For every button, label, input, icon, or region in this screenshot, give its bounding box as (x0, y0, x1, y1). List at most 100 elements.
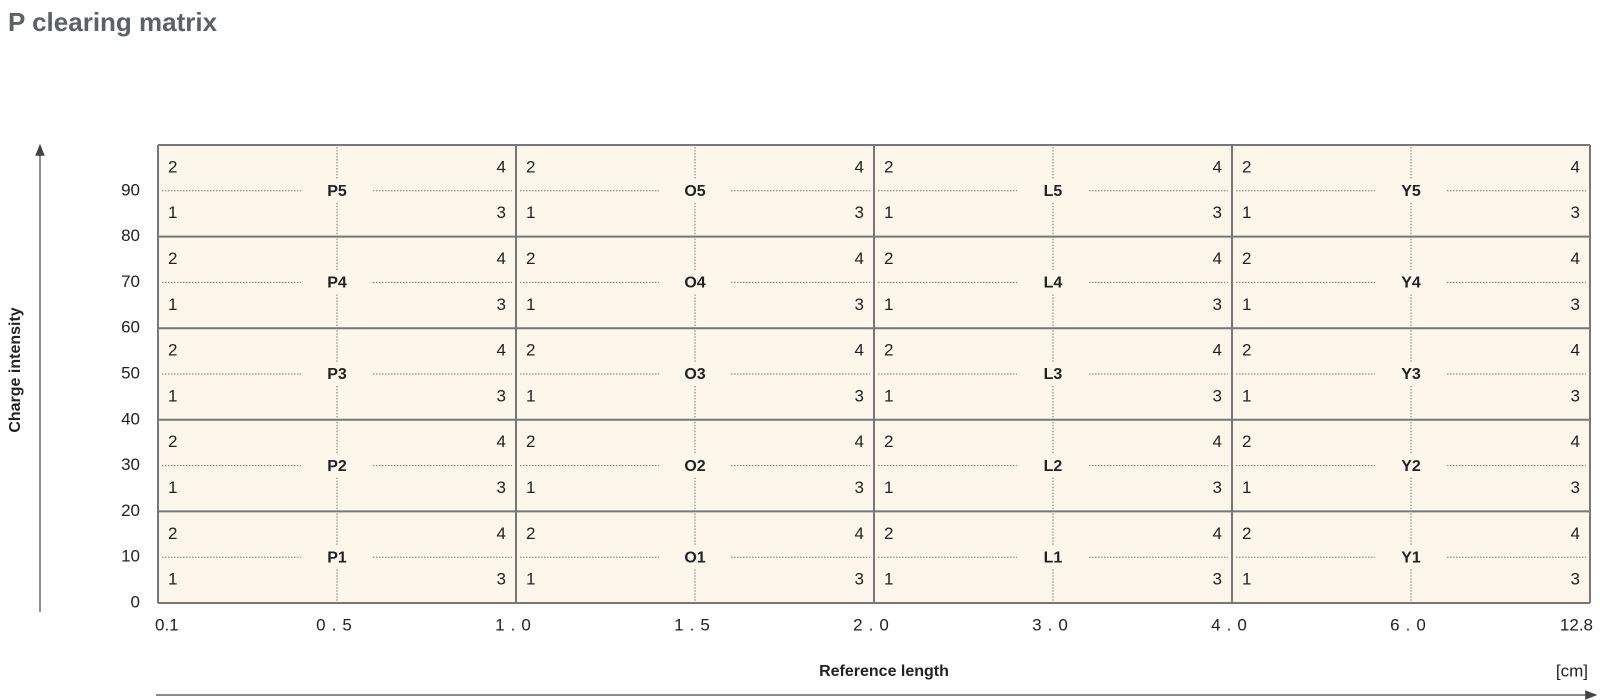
quadrant-number: 4 (1571, 432, 1580, 451)
cell-label: O5 (684, 183, 705, 200)
quadrant-number: 4 (497, 157, 506, 176)
quadrant-number: 3 (855, 203, 864, 222)
x-tick-label: 2.0 (853, 615, 895, 634)
quadrant-number: 3 (1213, 570, 1222, 589)
title: P clearing matrix (8, 7, 218, 37)
quadrant-number: 2 (1242, 341, 1251, 360)
quadrant-number: 3 (497, 386, 506, 405)
cell-label: L2 (1044, 458, 1063, 475)
quadrant-number: 2 (884, 432, 893, 451)
y-tick-label: 20 (121, 501, 140, 520)
quadrant-number: 4 (1213, 341, 1222, 360)
quadrant-number: 2 (526, 432, 535, 451)
cell-label: O4 (684, 275, 705, 292)
cell-label: P4 (327, 275, 347, 292)
quadrant-number: 2 (526, 157, 535, 176)
quadrant-number: 2 (168, 432, 177, 451)
quadrant-number: 2 (884, 249, 893, 268)
quadrant-number: 2 (884, 341, 893, 360)
quadrant-number: 3 (1571, 386, 1580, 405)
quadrant-number: 3 (1213, 203, 1222, 222)
y-tick-label: 50 (121, 363, 140, 382)
quadrant-number: 4 (1213, 249, 1222, 268)
quadrant-number: 2 (526, 341, 535, 360)
quadrant-number: 3 (855, 570, 864, 589)
quadrant-number: 3 (497, 478, 506, 497)
x-tick-label: 12.8 (1560, 615, 1593, 634)
quadrant-number: 4 (1571, 249, 1580, 268)
quadrant-number: 4 (497, 341, 506, 360)
x-tick-label: 4.0 (1211, 615, 1253, 634)
quadrant-number: 3 (1213, 478, 1222, 497)
quadrant-number: 3 (855, 386, 864, 405)
quadrant-number: 4 (1213, 524, 1222, 543)
quadrant-number: 2 (1242, 432, 1251, 451)
cell-label: L3 (1044, 366, 1063, 383)
y-tick-label: 60 (121, 318, 140, 337)
y-tick-label: 80 (121, 226, 140, 245)
quadrant-number: 4 (855, 249, 864, 268)
quadrant-number: 4 (855, 432, 864, 451)
quadrant-number: 2 (168, 524, 177, 543)
cell-label: L5 (1044, 183, 1063, 200)
quadrant-number: 2 (526, 249, 535, 268)
cell-label: Y4 (1401, 275, 1421, 292)
quadrant-number: 2 (1242, 249, 1251, 268)
quadrant-number: 4 (497, 432, 506, 451)
cell-label: P5 (327, 183, 347, 200)
y-tick-label: 90 (121, 180, 140, 199)
y-tick-label: 30 (121, 455, 140, 474)
cell-label: L1 (1044, 549, 1063, 566)
x-tick-label: 1.5 (674, 615, 716, 634)
quadrant-number: 2 (1242, 524, 1251, 543)
x-tick-label: 0.1 (155, 615, 179, 634)
y-tick-label: 10 (121, 547, 140, 566)
quadrant-number: 4 (1213, 432, 1222, 451)
cell-label: O3 (684, 366, 705, 383)
quadrant-number: 2 (168, 157, 177, 176)
cell-label: Y1 (1401, 549, 1421, 566)
x-axis-label: Reference length (819, 663, 949, 680)
quadrant-number: 4 (1213, 157, 1222, 176)
quadrant-number: 4 (497, 249, 506, 268)
quadrant-number: 3 (855, 478, 864, 497)
quadrant-number: 1 (1242, 478, 1251, 497)
quadrant-number: 4 (855, 524, 864, 543)
quadrant-number: 3 (1213, 386, 1222, 405)
quadrant-number: 3 (1571, 295, 1580, 314)
cell-label: L4 (1044, 275, 1063, 292)
quadrant-number: 1 (884, 295, 893, 314)
quadrant-number: 3 (1571, 203, 1580, 222)
quadrant-number: 3 (1571, 478, 1580, 497)
cell-label: P1 (327, 549, 347, 566)
quadrant-number: 1 (884, 478, 893, 497)
quadrant-number: 4 (497, 524, 506, 543)
y-tick-label: 0 (131, 592, 140, 611)
quadrant-number: 2 (1242, 157, 1251, 176)
y-tick-label: 70 (121, 272, 140, 291)
quadrant-number: 4 (855, 157, 864, 176)
quadrant-number: 1 (526, 295, 535, 314)
quadrant-number: 1 (168, 570, 177, 589)
quadrant-number: 1 (526, 570, 535, 589)
quadrant-number: 3 (1571, 570, 1580, 589)
quadrant-number: 2 (168, 249, 177, 268)
quadrant-number: 3 (1213, 295, 1222, 314)
cell-label: P3 (327, 366, 347, 383)
quadrant-number: 1 (168, 203, 177, 222)
quadrant-number: 3 (497, 203, 506, 222)
cell-label: Y3 (1401, 366, 1421, 383)
quadrant-number: 1 (168, 386, 177, 405)
quadrant-number: 1 (168, 478, 177, 497)
quadrant-number: 2 (884, 524, 893, 543)
quadrant-number: 1 (526, 386, 535, 405)
quadrant-number: 1 (884, 570, 893, 589)
y-axis-label: Charge intensity (7, 307, 24, 432)
quadrant-number: 2 (884, 157, 893, 176)
quadrant-number: 1 (526, 203, 535, 222)
quadrant-number: 1 (1242, 386, 1251, 405)
quadrant-number: 1 (168, 295, 177, 314)
cell-label: O2 (684, 458, 705, 475)
x-tick-label: 1.0 (495, 615, 537, 634)
